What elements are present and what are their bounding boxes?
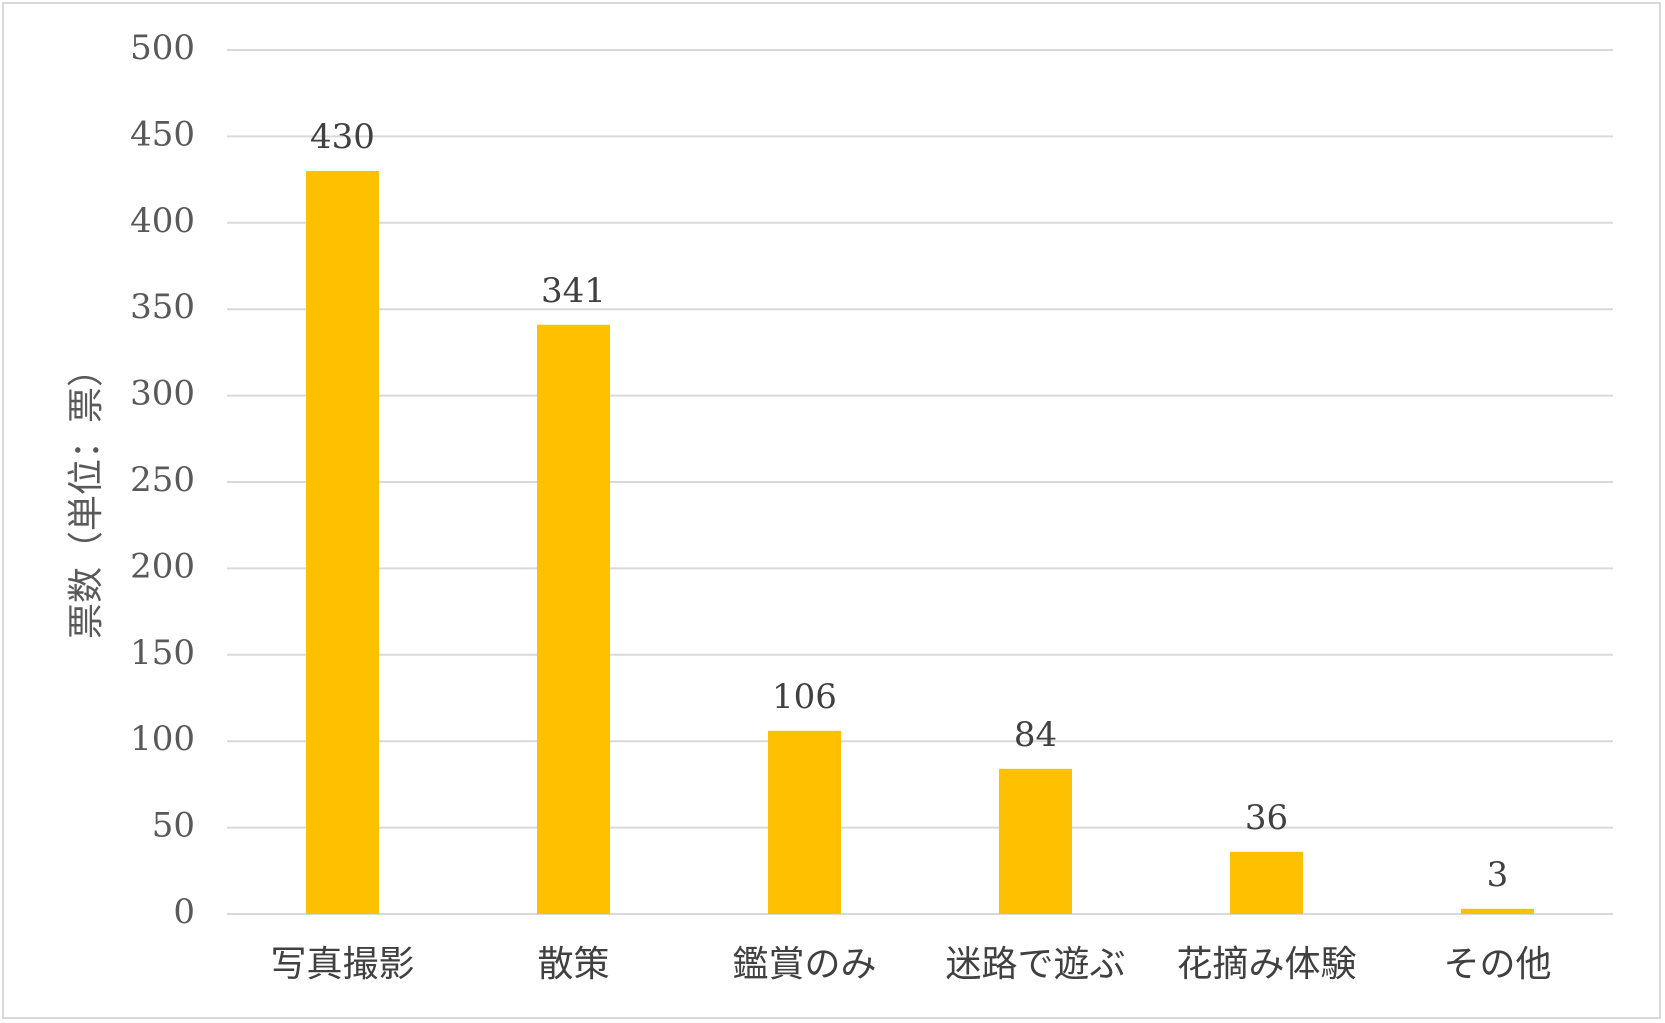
bar: [537, 324, 610, 914]
y-tick-label: 500: [130, 28, 195, 68]
y-axis-title: 票数（単位：票）: [66, 351, 107, 639]
category-label: 散策: [537, 944, 609, 985]
bars: [306, 170, 1534, 914]
category-label: その他: [1443, 944, 1551, 985]
data-label: 3: [1487, 855, 1509, 895]
data-label: 84: [1014, 715, 1057, 755]
bar: [1230, 851, 1303, 914]
y-tick-label: 400: [130, 201, 195, 241]
x-axis-categories: 写真撮影 散策 鑑賞のみ 迷路で遊ぶ 花摘み体験 その他: [270, 944, 1551, 985]
y-tick-label: 150: [130, 633, 195, 673]
category-label: 鑑賞のみ: [732, 944, 876, 985]
y-tick-label: 450: [130, 114, 195, 154]
bar: [768, 730, 841, 914]
data-labels: 430 341 106 84 36 3: [310, 117, 1508, 895]
data-label: 341: [541, 271, 606, 311]
y-tick-label: 350: [130, 287, 195, 327]
bar: [306, 170, 379, 914]
category-label: 写真撮影: [270, 944, 414, 985]
data-label: 36: [1245, 798, 1288, 838]
category-label: 迷路で遊ぶ: [945, 944, 1125, 985]
y-tick-label: 0: [173, 892, 195, 932]
bar: [1461, 908, 1534, 914]
y-axis-ticks: 0 50 100 150 200 250 300 350 400 450 500: [130, 28, 195, 932]
y-tick-label: 100: [130, 719, 195, 759]
y-tick-label: 300: [130, 374, 195, 414]
gridlines: [227, 49, 1613, 915]
y-tick-label: 50: [152, 806, 195, 846]
y-tick-label: 200: [130, 546, 195, 586]
y-tick-label: 250: [130, 460, 195, 500]
bar: [999, 768, 1072, 914]
data-label: 106: [772, 677, 837, 717]
data-label: 430: [310, 117, 375, 157]
category-label: 花摘み体験: [1176, 944, 1356, 985]
